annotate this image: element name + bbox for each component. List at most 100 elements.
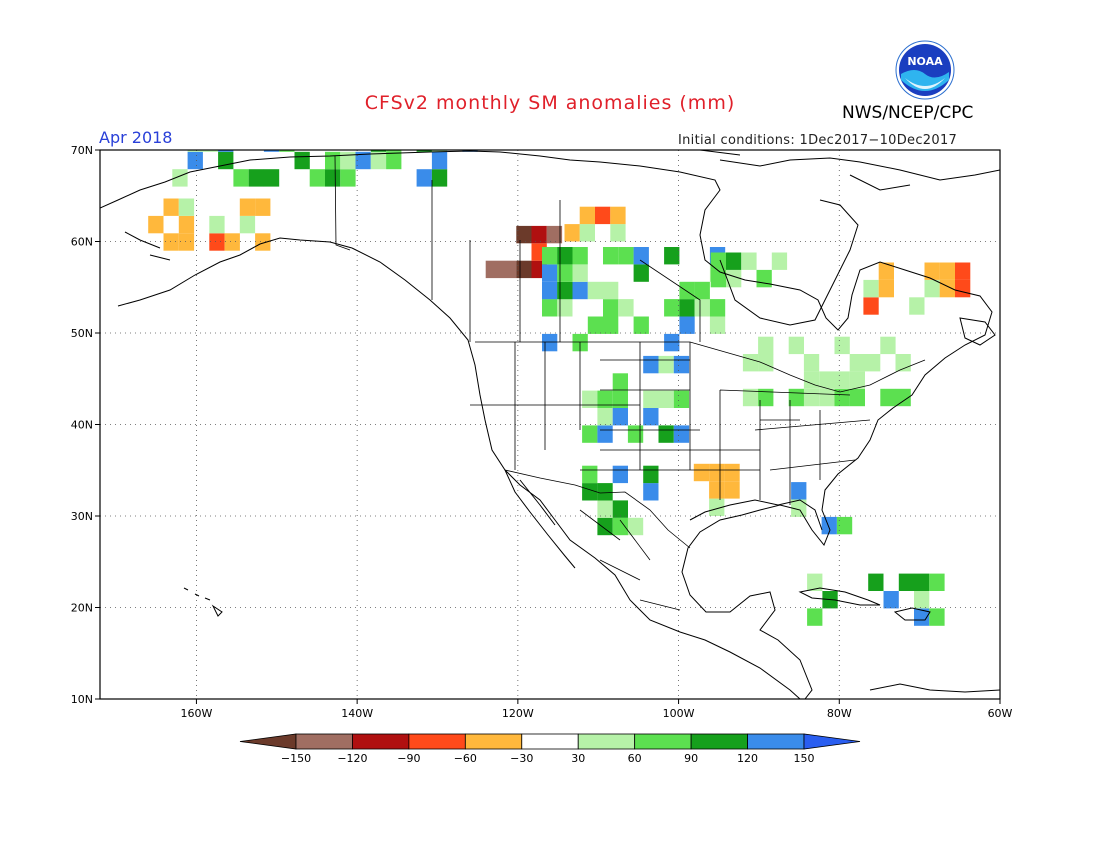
anomaly-cell <box>819 371 835 389</box>
colorbar-bin <box>634 733 692 750</box>
colorbar-bin <box>577 733 636 750</box>
anomaly-cell <box>325 169 341 187</box>
anomaly-cell <box>679 299 695 317</box>
lon-tick-label: 160W <box>180 707 212 720</box>
anomaly-cell <box>742 388 759 407</box>
anomaly-cell <box>597 425 613 443</box>
anomaly-cell <box>758 388 774 407</box>
hudson-bay <box>719 199 859 326</box>
anomaly-cell <box>248 169 264 187</box>
anomaly-cell <box>819 388 835 407</box>
anomaly-cell <box>542 247 558 265</box>
anomaly-cell <box>209 215 225 234</box>
anomaly-cell <box>603 299 619 317</box>
colorbar-label: −120 <box>337 752 367 765</box>
anomaly-cell <box>239 198 256 216</box>
anomaly-cell <box>909 297 925 315</box>
us-state-lines <box>470 342 871 505</box>
anomaly-cell <box>633 247 649 265</box>
colorbar-min-arrow <box>239 733 297 750</box>
anomaly-cell <box>597 408 613 426</box>
anomaly-cell <box>724 463 740 482</box>
south-america <box>869 683 1000 693</box>
anomaly-cell <box>370 151 387 170</box>
colorbar-bin <box>521 733 579 750</box>
anomaly-cell <box>485 260 501 279</box>
anomaly-cell <box>849 371 865 389</box>
anomaly-cell <box>462 150 478 152</box>
anomaly-cell <box>582 425 598 443</box>
anomaly-cell <box>572 264 588 282</box>
baja-coastline <box>504 469 576 569</box>
anomaly-cell <box>821 516 837 535</box>
cuba <box>798 587 881 606</box>
colorbar-label: 30 <box>571 752 585 765</box>
anomaly-cell <box>643 408 659 426</box>
anomaly-cell <box>582 390 598 408</box>
anomaly-cell <box>603 281 619 300</box>
anomaly-cell <box>572 247 588 265</box>
anomaly-cell <box>664 333 680 352</box>
anomaly-cell <box>309 169 325 187</box>
lon-tick-label: 60W <box>988 707 1013 720</box>
anomaly-cell <box>178 233 195 251</box>
anomaly-cell <box>597 517 613 536</box>
anomaly-cell <box>597 483 613 501</box>
anomaly-cell <box>914 591 930 609</box>
initial-conditions: Initial conditions: 1Dec2017−10Dec2017 <box>678 133 958 148</box>
anomaly-cell <box>579 206 595 225</box>
lon-tick-label: 100W <box>663 707 695 720</box>
longitude-labels: 160W 140W 120W 100W 80W 60W <box>180 699 1013 720</box>
svg-text:NOAA: NOAA <box>907 55 943 68</box>
anomaly-cell <box>878 279 894 298</box>
grid-lines <box>100 150 1000 699</box>
anomaly-cell <box>726 269 742 288</box>
anomaly-cell <box>218 151 234 170</box>
anomaly-cell <box>572 281 588 300</box>
anomaly-cell <box>209 233 225 251</box>
lat-tick-label: 10N <box>71 693 93 706</box>
anomaly-cell <box>546 225 563 244</box>
anomaly-cell <box>148 215 164 234</box>
anomaly-cell <box>386 150 402 152</box>
us-mexico-border <box>504 469 691 549</box>
gulf-coast <box>689 499 823 531</box>
anomaly-cell <box>758 336 774 355</box>
anomaly-cell <box>163 233 179 251</box>
anomaly-cell <box>924 279 940 298</box>
anomaly-cell <box>756 269 772 288</box>
anomaly-cell <box>807 573 823 591</box>
anomaly-cell <box>597 500 613 518</box>
lon-tick-label: 120W <box>502 707 534 720</box>
anomaly-cell <box>612 517 628 536</box>
colorbar-bin <box>352 733 410 750</box>
lon-tick-label: 80W <box>827 707 852 720</box>
colorbar-label: −150 <box>281 752 311 765</box>
anomaly-cell <box>643 390 659 408</box>
anomaly-cell <box>924 262 940 280</box>
lat-tick-label: 50N <box>71 327 93 340</box>
arctic-islands <box>699 150 1000 191</box>
latitude-labels: 10N 20N 30N 40N 50N 60N 70N <box>71 144 100 706</box>
anomaly-cell <box>643 483 659 501</box>
anomaly-cell <box>693 463 710 482</box>
colorbar: −150 −120 −90 −60 −30 30 60 90 120 150 <box>239 733 861 765</box>
anomaly-cell <box>627 517 644 536</box>
anomaly-cell <box>340 169 356 187</box>
anomaly-cell <box>557 281 573 300</box>
lat-tick-label: 20N <box>71 602 93 615</box>
anomaly-cell <box>202 150 219 152</box>
anomaly-cell <box>863 279 879 298</box>
colorbar-label: 150 <box>794 752 815 765</box>
anomaly-cell <box>564 224 580 242</box>
anomaly-cell <box>929 573 945 591</box>
anomaly-cell <box>163 198 179 216</box>
anomaly-cell <box>255 198 271 216</box>
anomaly-cell <box>516 225 532 244</box>
colorbar-bin <box>408 733 466 750</box>
hispaniola <box>893 607 931 621</box>
noaa-logo: NOAA <box>895 40 955 100</box>
colorbar-label: −90 <box>397 752 420 765</box>
lat-tick-label: 40N <box>71 419 93 432</box>
colorbar-max-arrow <box>803 733 861 750</box>
